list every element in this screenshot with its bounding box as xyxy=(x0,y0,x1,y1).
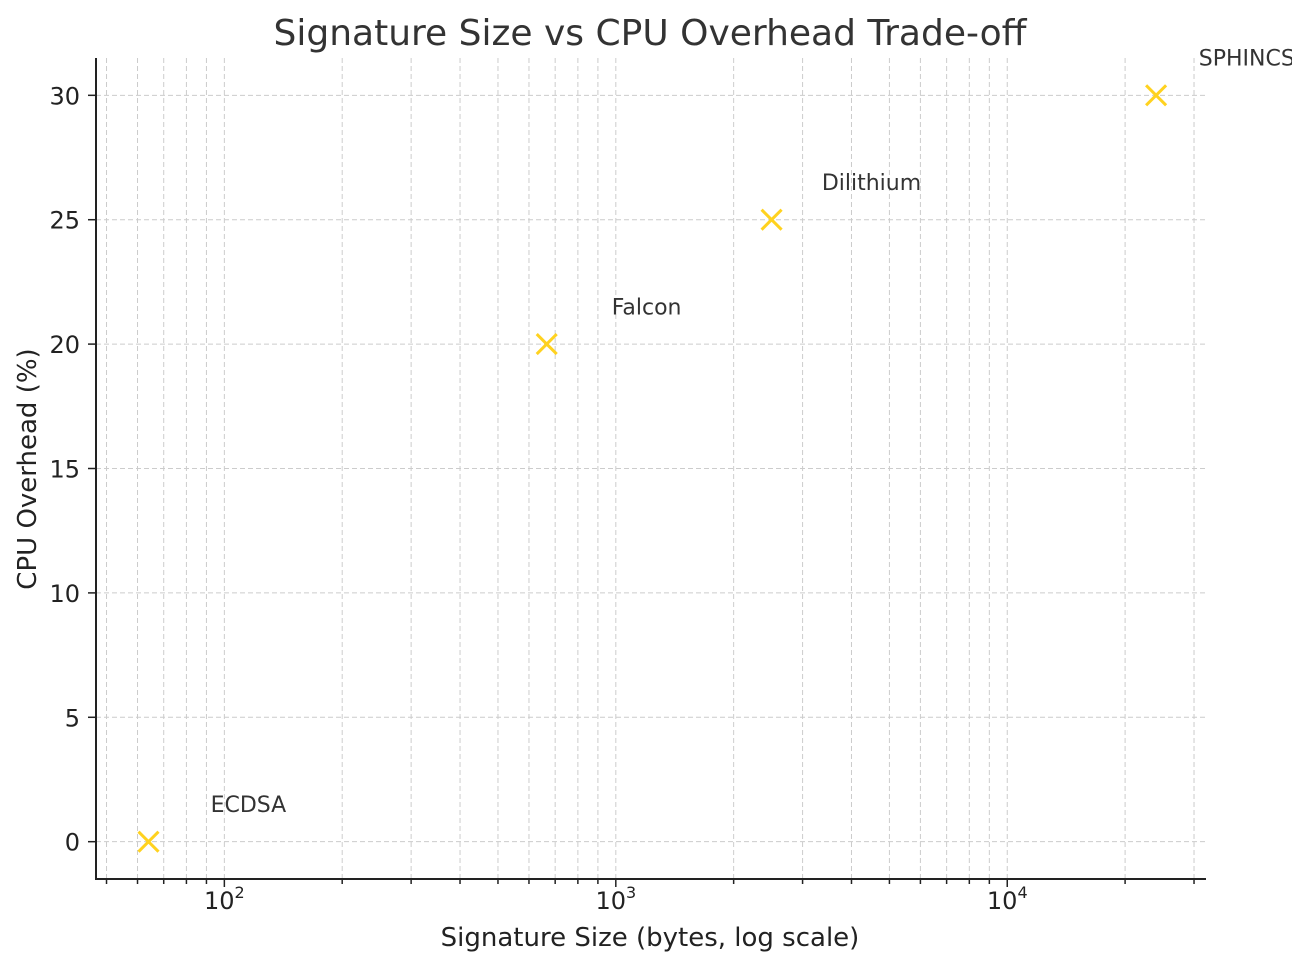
grid-layer xyxy=(96,58,1205,879)
x-marker-stroke xyxy=(1145,84,1168,107)
x-marker-stroke xyxy=(137,830,160,853)
y-tick-label: 5 xyxy=(65,704,80,732)
y-tick-label: 25 xyxy=(49,207,80,235)
x-tick-label-base: 10 xyxy=(204,887,235,915)
x-tick-label-base: 10 xyxy=(987,887,1018,915)
point-annotation: Falcon xyxy=(612,295,682,320)
point-annotation: Dilithium xyxy=(822,171,921,196)
x-marker-stroke xyxy=(535,333,558,356)
annotations-layer: ECDSA Falcon Dilithium SPHINCS+ xyxy=(211,46,1292,817)
x-tick-label: 102 xyxy=(204,883,245,915)
data-point-falcon xyxy=(535,333,558,356)
x-tick-label-exponent: 3 xyxy=(626,883,636,902)
x-marker-stroke xyxy=(760,208,783,231)
y-axis-label: CPU Overhead (%) xyxy=(13,348,43,589)
point-annotation: SPHINCS+ xyxy=(1199,46,1292,71)
data-point-ecdsa xyxy=(137,830,160,853)
y-tick-label: 30 xyxy=(49,82,80,110)
data-point-sphincs xyxy=(1145,84,1168,107)
y-tick-label: 15 xyxy=(49,456,80,484)
y-tick-label: 10 xyxy=(49,580,80,608)
x-tick-label-exponent: 4 xyxy=(1017,883,1027,902)
x-axis-label: Signature Size (bytes, log scale) xyxy=(441,923,860,953)
point-annotation: ECDSA xyxy=(211,793,287,818)
points-layer xyxy=(137,84,1168,853)
y-tick-label: 20 xyxy=(49,331,80,359)
x-tick-label: 103 xyxy=(595,883,636,915)
x-tick-label: 104 xyxy=(987,883,1028,915)
data-point-dilithium xyxy=(760,208,783,231)
y-tick-label: 0 xyxy=(65,829,80,857)
x-tick-label-exponent: 2 xyxy=(235,883,245,902)
x-tick-label-base: 10 xyxy=(595,887,626,915)
chart-title: Signature Size vs CPU Overhead Trade-off xyxy=(274,13,1028,54)
